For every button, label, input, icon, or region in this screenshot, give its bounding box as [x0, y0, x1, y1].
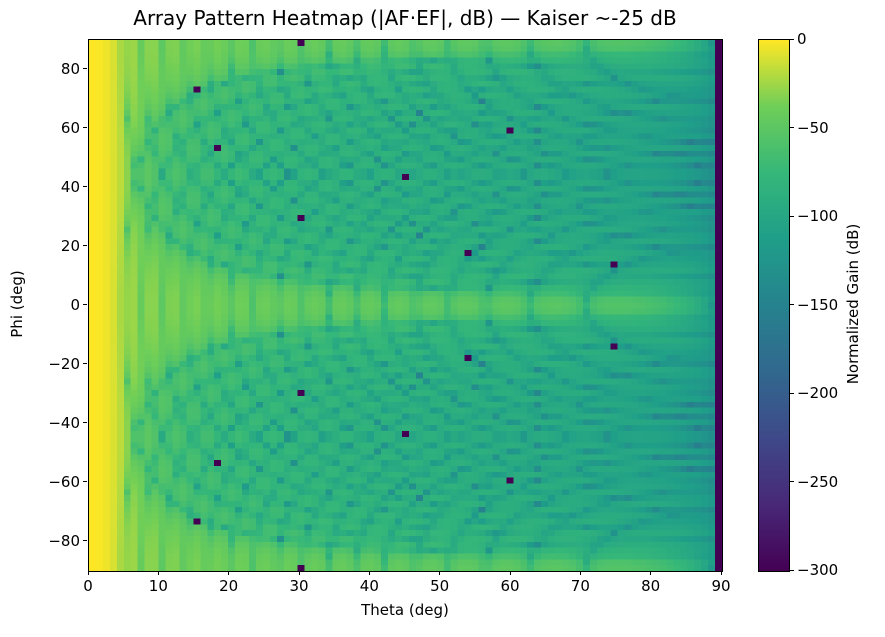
- y-axis-tick: [83, 304, 87, 306]
- colorbar-tick: [790, 569, 794, 571]
- colorbar: [758, 39, 790, 572]
- y-axis-tick-label: −40: [48, 413, 80, 432]
- x-axis-tick-label: 0: [83, 577, 93, 595]
- colorbar-tick-label: −100: [797, 207, 839, 225]
- y-axis-tick-label: 0: [70, 295, 80, 314]
- y-axis-tick-label: 80: [60, 59, 80, 78]
- y-axis-tick: [83, 481, 87, 483]
- colorbar-tick-label: −200: [797, 384, 839, 402]
- x-axis-tick: [579, 571, 582, 575]
- y-axis-tick-label: −60: [48, 472, 80, 491]
- y-axis-tick-label: −80: [48, 531, 80, 550]
- heatmap-plot: [88, 39, 723, 572]
- y-axis-tick: [83, 422, 87, 424]
- colorbar-tick: [790, 215, 794, 217]
- x-axis-tick: [368, 571, 371, 575]
- x-axis-tick-label: 70: [570, 577, 590, 595]
- colorbar-label: Normalized Gain (dB): [844, 223, 862, 385]
- colorbar-canvas: [759, 40, 789, 571]
- colorbar-tick-label: −250: [797, 472, 839, 491]
- x-axis-tick: [228, 571, 230, 575]
- y-axis-tick-label: 20: [60, 236, 80, 255]
- colorbar-tick: [790, 481, 794, 483]
- x-axis-tick: [509, 571, 511, 575]
- x-axis-tick-label: 40: [359, 577, 379, 595]
- colorbar-tick: [790, 127, 794, 129]
- y-axis-tick: [83, 186, 87, 188]
- y-axis-tick: [83, 127, 87, 129]
- x-axis-tick-label: 50: [430, 577, 450, 595]
- x-axis-tick: [298, 571, 300, 575]
- y-axis-tick-label: 60: [60, 118, 80, 137]
- colorbar-tick-label: 0: [797, 30, 807, 48]
- x-axis-tick: [157, 571, 160, 575]
- y-axis-tick: [83, 540, 87, 542]
- y-axis-label: Phi (deg): [8, 270, 26, 338]
- colorbar-tick-label: −300: [797, 561, 839, 579]
- chart-title: Array Pattern Heatmap (|AF·EF|, dB) — Ka…: [133, 6, 677, 30]
- x-axis-label: Theta (deg): [361, 601, 449, 619]
- y-axis-tick-label: −20: [48, 354, 80, 373]
- x-axis-tick-label: 80: [641, 577, 661, 595]
- colorbar-tick-label: −150: [797, 295, 839, 314]
- x-axis-tick-label: 60: [500, 577, 520, 595]
- colorbar-tick: [790, 392, 794, 394]
- y-axis-tick: [83, 363, 87, 365]
- colorbar-tick: [790, 304, 794, 306]
- x-axis-tick: [87, 571, 89, 575]
- heatmap-canvas: [89, 40, 722, 571]
- colorbar-tick: [790, 38, 794, 40]
- y-axis-tick: [83, 245, 87, 247]
- x-axis-tick: [720, 571, 722, 575]
- x-axis-tick-label: 90: [711, 577, 731, 595]
- y-axis-tick-label: 40: [60, 177, 80, 196]
- x-axis-tick-label: 20: [219, 577, 239, 595]
- colorbar-tick-label: −50: [797, 118, 829, 137]
- x-axis-tick: [650, 571, 652, 575]
- y-axis-tick: [83, 68, 87, 70]
- x-axis-tick: [439, 571, 441, 575]
- x-axis-tick-label: 10: [148, 577, 168, 595]
- x-axis-tick-label: 30: [289, 577, 309, 595]
